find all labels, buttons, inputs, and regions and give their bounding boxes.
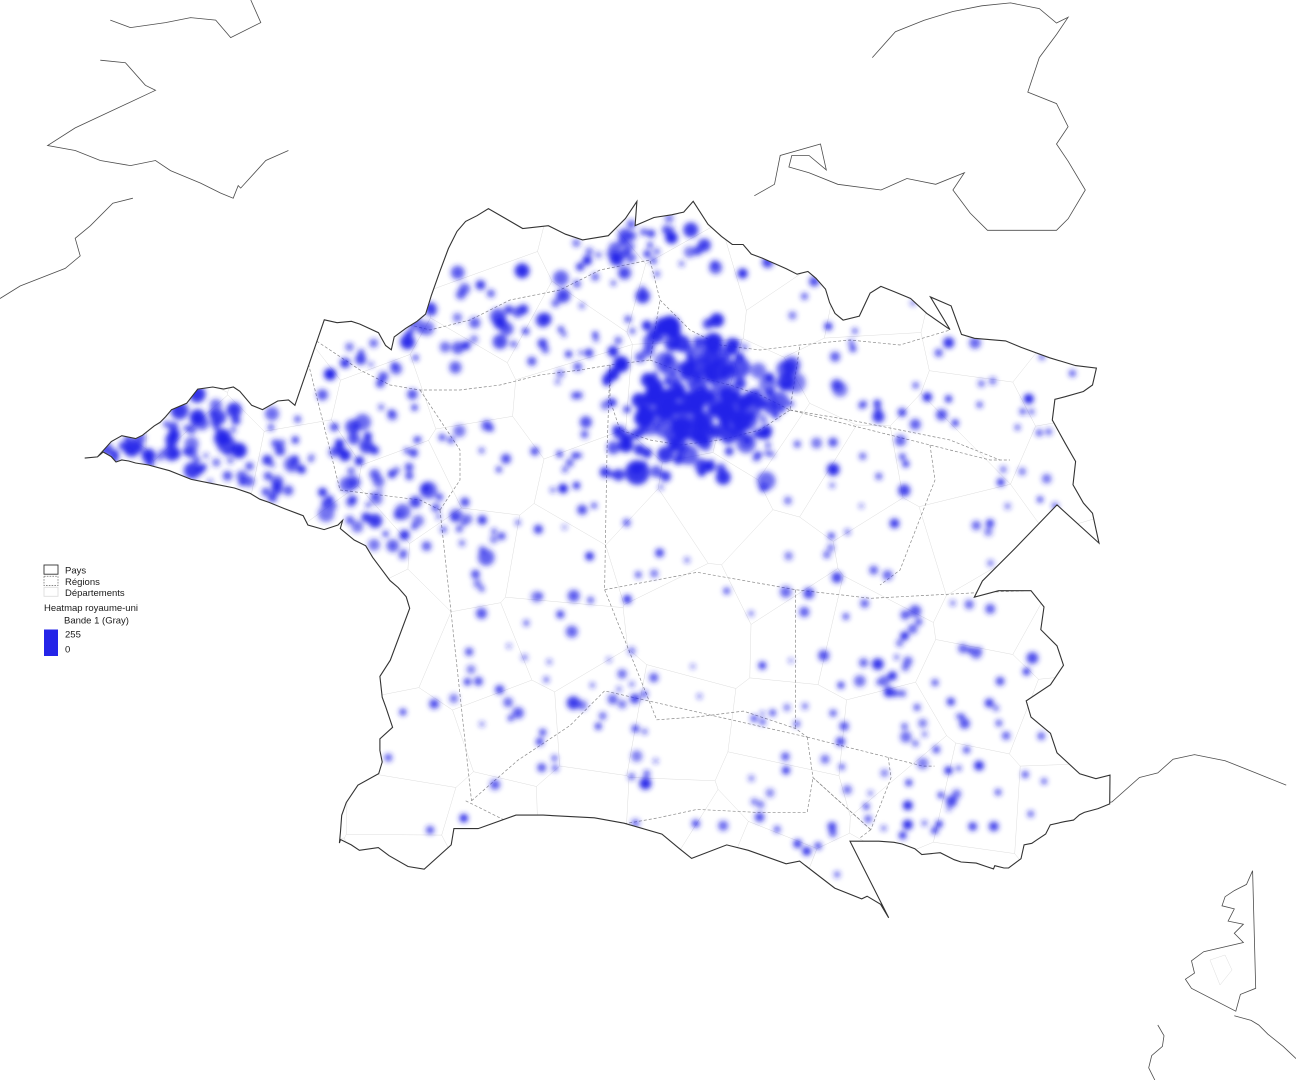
svg-text:Départements: Départements (65, 588, 125, 599)
svg-text:Régions: Régions (65, 577, 100, 588)
svg-text:255: 255 (65, 630, 81, 641)
svg-text:Bande 1 (Gray): Bande 1 (Gray) (64, 616, 129, 627)
svg-text:Pays: Pays (65, 566, 86, 577)
svg-text:Heatmap royaume-uni: Heatmap royaume-uni (44, 603, 138, 614)
svg-text:0: 0 (65, 645, 70, 656)
